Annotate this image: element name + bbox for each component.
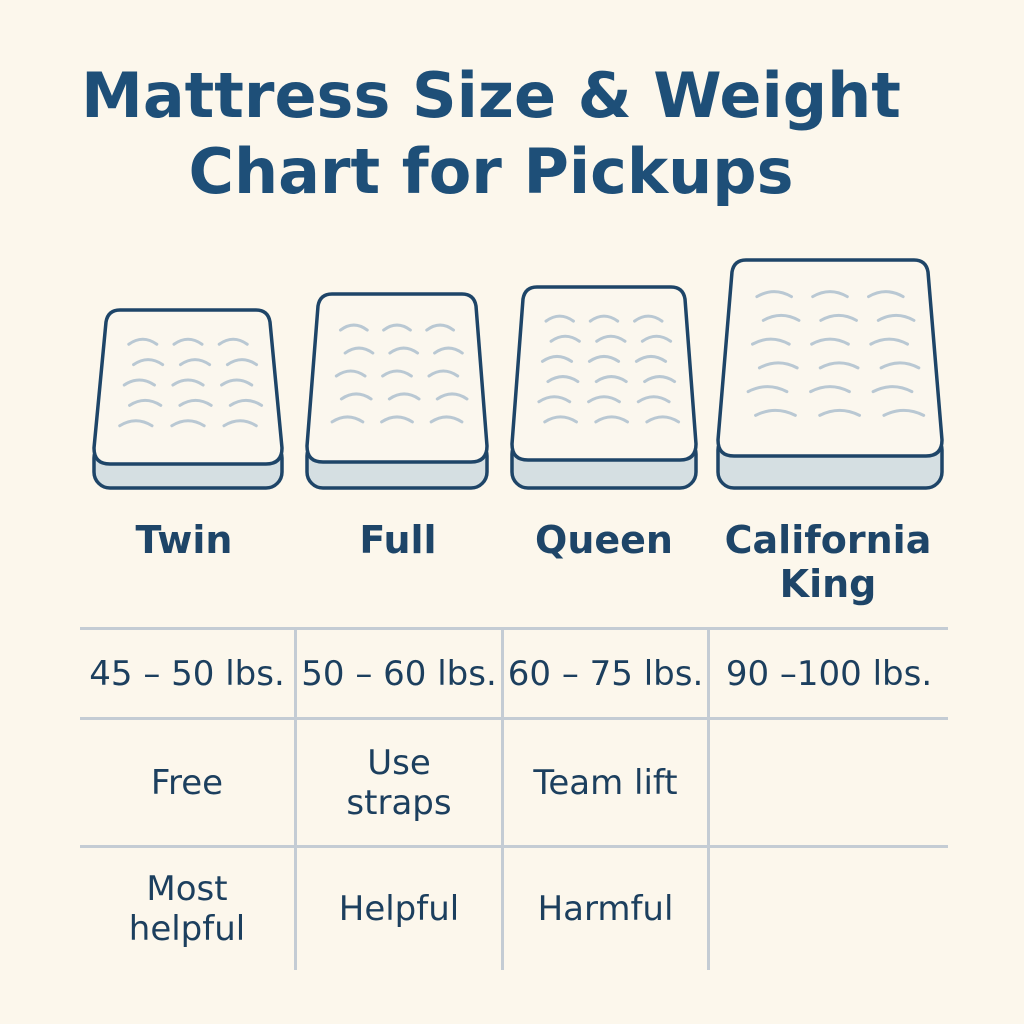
- full-mattress-svg: [305, 292, 489, 490]
- weight-cell-queen-line-1: 60 – 75 lbs.: [507, 653, 704, 694]
- size-label-full: Full: [298, 518, 498, 562]
- column-divider-3: [707, 627, 710, 970]
- weight-cell-twin-line-1: 45 – 50 lbs.: [89, 653, 285, 694]
- california-king-mattress-icon: [714, 256, 946, 492]
- rating-cell-full: Helpful: [297, 848, 501, 970]
- handling-cell-california-king: [710, 720, 948, 845]
- chart-title: Mattress Size & Weight Chart for Pickups: [0, 58, 982, 210]
- rating-cell-twin: Most helpful: [80, 848, 294, 970]
- column-divider-1: [294, 627, 297, 970]
- handling-cell-queen-line-1: Team lift: [533, 762, 678, 803]
- size-label-full-line-1: Full: [359, 518, 437, 562]
- weight-cell-full-line-1: 50 – 60 lbs.: [301, 653, 497, 694]
- size-label-california-king-line-1: California: [724, 518, 932, 562]
- weight-cell-queen: 60 – 75 lbs.: [504, 630, 707, 717]
- full-mattress-icon: [303, 290, 491, 492]
- rating-cell-queen: Harmful: [504, 848, 707, 970]
- twin-mattress-icon: [90, 306, 286, 492]
- rating-cell-full-line-1: Helpful: [338, 889, 460, 929]
- queen-mattress-icon: [508, 283, 700, 492]
- size-label-twin: Twin: [84, 518, 284, 562]
- row-divider-1: [80, 717, 948, 720]
- table-top-border: [80, 627, 948, 630]
- size-label-california-king-line-2: King: [779, 562, 877, 606]
- handling-cell-full: Use straps: [297, 720, 501, 845]
- handling-cell-twin-line-1: Free: [150, 762, 224, 803]
- handling-cell-full-line-1: Use: [367, 742, 431, 783]
- chart-title-line-2: Chart for Pickups: [188, 135, 794, 208]
- rating-cell-queen-line-1: Harmful: [537, 889, 674, 929]
- handling-cell-full-line-2: straps: [346, 782, 452, 823]
- handling-cell-queen: Team lift: [504, 720, 707, 845]
- weight-cell-california-king: 90 –100 lbs.: [710, 630, 948, 717]
- column-divider-2: [501, 627, 504, 970]
- size-label-twin-line-1: Twin: [135, 518, 233, 562]
- handling-cell-twin: Free: [80, 720, 294, 845]
- weight-cell-full: 50 – 60 lbs.: [297, 630, 501, 717]
- size-label-queen-line-1: Queen: [535, 518, 673, 562]
- rating-cell-twin-line-1: Most: [146, 869, 228, 909]
- chart-title-line-1: Mattress Size & Weight: [81, 59, 901, 132]
- size-label-california-king: California King: [712, 518, 944, 606]
- weight-cell-california-king-line-1: 90 –100 lbs.: [725, 653, 933, 694]
- twin-mattress-svg: [92, 308, 284, 490]
- size-label-queen: Queen: [504, 518, 704, 562]
- queen-mattress-svg: [510, 285, 698, 490]
- row-divider-2: [80, 845, 948, 848]
- rating-cell-twin-line-2: helpful: [128, 909, 246, 949]
- weight-cell-twin: 45 – 50 lbs.: [80, 630, 294, 717]
- california-king-mattress-svg: [716, 258, 944, 490]
- rating-cell-california-king: [710, 848, 948, 970]
